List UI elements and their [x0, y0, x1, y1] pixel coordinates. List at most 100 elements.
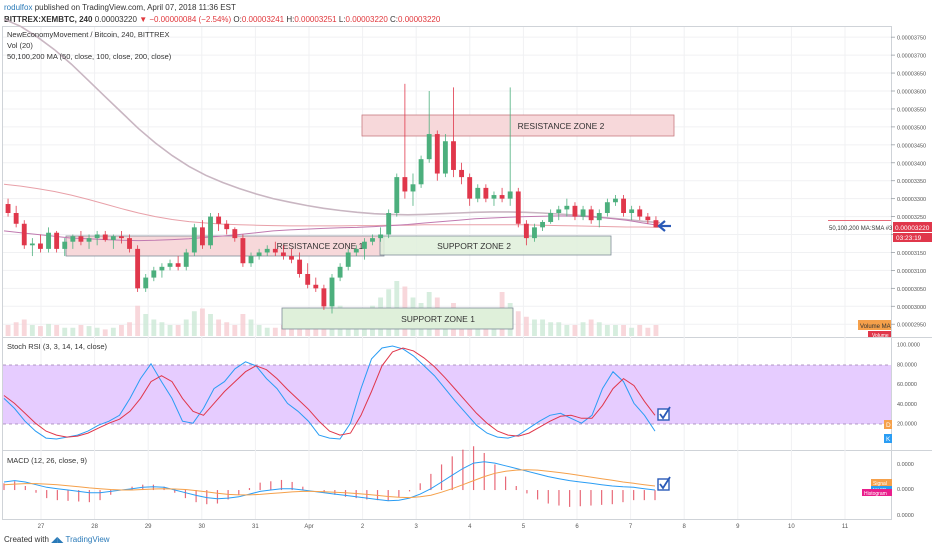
- candle-body: [337, 266, 343, 278]
- publisher-user[interactable]: rodulfox: [4, 3, 33, 12]
- candle-body: [127, 238, 132, 249]
- volume-bar: [143, 314, 149, 336]
- volume-ma-tag: Volume MA: [860, 324, 891, 330]
- volume-bar: [515, 311, 521, 336]
- volume-bar: [167, 325, 173, 336]
- candle-body: [143, 277, 149, 289]
- countdown-tag-bg: [893, 233, 932, 242]
- price-axis-label: 0.00002950: [897, 323, 926, 329]
- rsi-lines: [3, 345, 656, 440]
- macd-hist-tag-bg: [862, 489, 892, 496]
- candle-body: [361, 241, 367, 249]
- volume-bar: [175, 325, 181, 336]
- candle-body: [13, 213, 19, 224]
- volume-bar: [38, 326, 43, 336]
- time-axis-label: 7: [629, 524, 633, 530]
- rsi-d-tag: D: [886, 422, 891, 429]
- candle-body: [507, 191, 513, 199]
- candle-body: [378, 234, 384, 239]
- candle-body: [386, 213, 392, 235]
- time-axis-label: 4: [468, 524, 472, 530]
- last-price: 0.00003220: [92, 15, 140, 24]
- macd-axis-top: 0.0000: [897, 462, 914, 468]
- volume-bar: [256, 325, 262, 336]
- time-axis-label: 10: [788, 524, 795, 530]
- price-axis[interactable]: 0.00003750 0.00003700 0.00003650 0.00003600…: [891, 36, 926, 329]
- high-value: 0.00003251: [294, 15, 339, 24]
- candle-body: [532, 227, 537, 239]
- candle-body: [256, 252, 262, 257]
- macd-line: [3, 461, 656, 502]
- volume-bar: [556, 322, 562, 336]
- candle-body: [289, 256, 294, 260]
- price-axis-label: 0.00003450: [897, 143, 926, 149]
- checkbox-icon-macd[interactable]: [657, 476, 671, 491]
- left-arrow-icon: [657, 220, 671, 232]
- candle-body: [353, 248, 359, 253]
- resistance-zone-1-label: RESISTANCE ZONE 1: [277, 241, 364, 251]
- macd-histogram: [3, 446, 656, 507]
- candle-body: [54, 232, 60, 249]
- volume-bar: [70, 327, 76, 336]
- time-axis[interactable]: 27 28 29 30 31 Apr 2 3 4 5 6 7 8 9 10 11: [38, 524, 849, 530]
- candle-body: [199, 227, 205, 246]
- candle-body: [394, 177, 400, 213]
- volume-bar: [191, 311, 197, 336]
- candle-body: [21, 223, 27, 246]
- candle-body: [451, 141, 456, 170]
- volume-bar: [523, 316, 529, 336]
- stoch-k-line: [3, 345, 656, 440]
- ma-200-line: [3, 183, 661, 228]
- support-zone-2[interactable]: [379, 235, 612, 256]
- volume-bar: [613, 325, 618, 336]
- rsi-band: [3, 365, 891, 424]
- rsi-d-tag-bg: [884, 420, 892, 429]
- symbol: BITTREX:XEMBTC, 240: [4, 15, 93, 24]
- price-axis-label: 0.00003500: [897, 125, 926, 131]
- macd-hist-tag: Histogram: [864, 491, 887, 497]
- candle-body: [313, 284, 319, 289]
- grid: [3, 27, 891, 519]
- volume-bar: [272, 327, 278, 336]
- high-label: H:: [286, 15, 295, 24]
- macd-axis-bottom: 0.0000: [897, 513, 914, 519]
- legend-pair: NewEconomyMovement / Bitcoin, 240, BITTR…: [7, 30, 170, 39]
- volume-bar: [580, 322, 586, 336]
- price-axis-label: 0.00003600: [897, 90, 926, 96]
- zones: RESISTANCE ZONE 2 RESISTANCE ZONE 1 SUPP…: [65, 114, 675, 330]
- volume-bar: [540, 319, 545, 336]
- volume-bar: [5, 325, 11, 336]
- candle-body: [475, 187, 481, 199]
- time-axis-label: 5: [522, 524, 526, 530]
- price-axis-label: 0.00003750: [897, 36, 926, 42]
- checkbox-icon-rsi[interactable]: [657, 406, 671, 421]
- close-label: C:: [390, 15, 399, 24]
- footer-brand[interactable]: TradingView: [65, 535, 110, 544]
- time-axis-label: 6: [575, 524, 579, 530]
- candle-body: [135, 248, 141, 289]
- close-value: 0.00003220: [398, 15, 441, 24]
- volume-bar: [621, 325, 626, 336]
- volume-bar: [653, 325, 659, 336]
- support-zone-1[interactable]: [281, 307, 514, 330]
- candle-body: [240, 238, 246, 264]
- volume-bar: [637, 325, 643, 336]
- candle-body: [78, 236, 84, 242]
- resistance-zone-2[interactable]: [361, 114, 675, 137]
- time-axis-label: 11: [842, 524, 849, 530]
- open-label: O:: [233, 15, 242, 24]
- low-value: 0.00003220: [345, 15, 391, 24]
- volume-bar: [199, 308, 205, 336]
- candle-body: [434, 134, 440, 174]
- candle-body: [159, 266, 165, 271]
- down-arrow-icon: ▼: [139, 15, 148, 24]
- macd-signal-tag: Signal: [873, 481, 887, 487]
- candle-body: [167, 263, 173, 267]
- volume-bar: [183, 319, 189, 336]
- candle-body: [604, 202, 610, 213]
- price-axis-label: 0.00003250: [897, 215, 926, 221]
- symbol-line: BITTREX:XEMBTC, 240 0.00003220 ▼ −0.0000…: [4, 15, 440, 24]
- price-change: −0.00000084 (−2.54%): [147, 15, 234, 24]
- candle-body: [459, 169, 465, 178]
